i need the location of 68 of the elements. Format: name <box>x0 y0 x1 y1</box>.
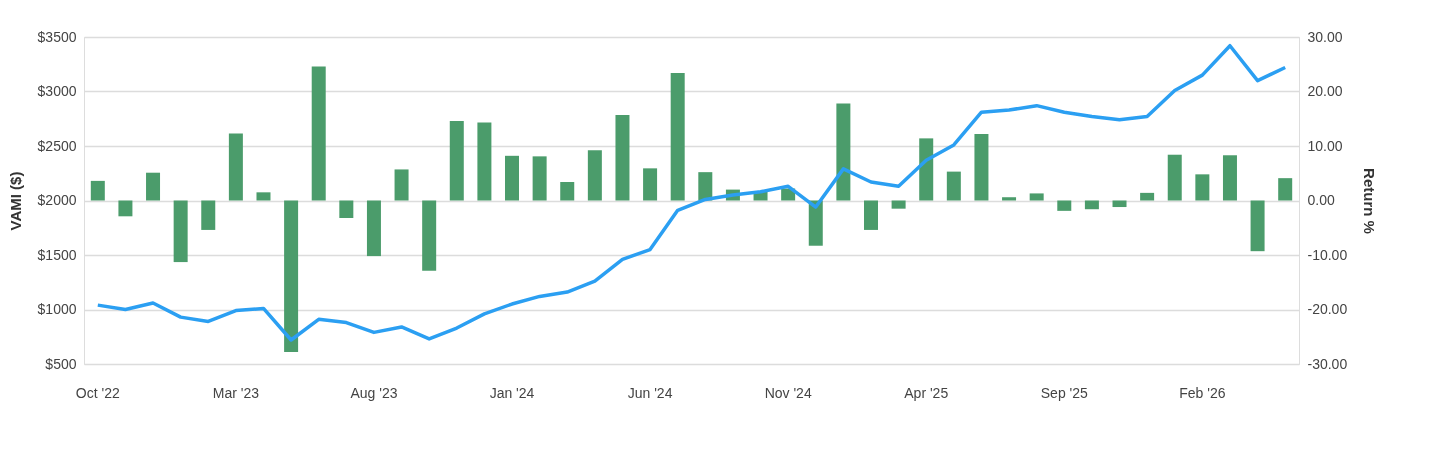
bar <box>311 66 326 201</box>
line-series <box>96 43 1287 342</box>
y-tick-label: $1000 <box>37 301 77 317</box>
bar <box>643 168 658 201</box>
bar <box>532 156 547 201</box>
y2-tick-label: 10.00 <box>1307 137 1343 154</box>
bar <box>1057 200 1072 211</box>
bar <box>284 200 299 353</box>
y2-axis-title: Return % <box>1361 168 1379 234</box>
x-tick-label: Jan '24 <box>489 384 535 401</box>
y2-tick-label: -10.00 <box>1307 246 1348 263</box>
y-tick-label: $3500 <box>37 28 77 45</box>
bar <box>863 200 878 230</box>
y-axis-title: VAMI ($) <box>6 171 24 231</box>
x-tick-label: Jun '24 <box>627 384 673 401</box>
y2-tick-label: 20.00 <box>1307 83 1343 99</box>
bar <box>670 72 685 201</box>
x-tick-label: Aug '23 <box>350 384 398 401</box>
bar <box>1140 192 1155 201</box>
x-tick-label: Nov '24 <box>764 384 812 401</box>
bar <box>394 169 409 201</box>
bar <box>587 150 602 201</box>
bar <box>836 103 851 201</box>
bar <box>946 171 961 201</box>
y2-tick-label: -30.00 <box>1307 355 1348 372</box>
bar <box>173 200 188 263</box>
bar <box>118 200 133 217</box>
y-tick-label: $500 <box>45 355 77 372</box>
bar <box>1278 178 1293 201</box>
bar <box>891 200 906 209</box>
bar <box>615 114 630 201</box>
bar <box>228 133 243 201</box>
bar <box>339 200 354 218</box>
bar <box>1112 200 1127 208</box>
x-tick-label: Mar '23 <box>212 384 260 401</box>
y-tick-label: $2000 <box>37 192 77 208</box>
x-tick-label: Oct '22 <box>75 384 120 401</box>
bar <box>366 200 381 257</box>
bar <box>781 188 796 201</box>
bar <box>1195 174 1210 201</box>
bar <box>919 138 934 201</box>
y-tick-label: $3000 <box>37 83 77 99</box>
y-tick-label: $1500 <box>37 246 77 263</box>
bar <box>146 172 161 201</box>
bar <box>201 200 216 230</box>
bar <box>1250 200 1265 252</box>
x-tick-label: Sep '25 <box>1040 384 1089 401</box>
bar <box>1084 200 1099 210</box>
y2-tick-label: -20.00 <box>1307 301 1348 317</box>
bar <box>1002 197 1017 201</box>
bar <box>1029 193 1044 201</box>
bar <box>808 200 823 246</box>
bar <box>698 172 713 201</box>
x-tick-label: Feb '26 <box>1179 384 1226 401</box>
bar <box>560 181 575 201</box>
bar <box>1222 155 1237 201</box>
bar <box>477 122 492 201</box>
y-tick-label: $2500 <box>37 137 77 154</box>
bar <box>449 120 464 201</box>
bar <box>505 155 520 201</box>
x-tick-label: Apr '25 <box>904 384 949 401</box>
bar <box>974 134 989 201</box>
y2-tick-label: 30.00 <box>1307 28 1343 45</box>
bar <box>90 180 105 201</box>
bar <box>1167 154 1182 201</box>
bar <box>422 200 437 271</box>
y2-tick-label: 0.00 <box>1307 192 1335 208</box>
bar <box>256 192 271 201</box>
